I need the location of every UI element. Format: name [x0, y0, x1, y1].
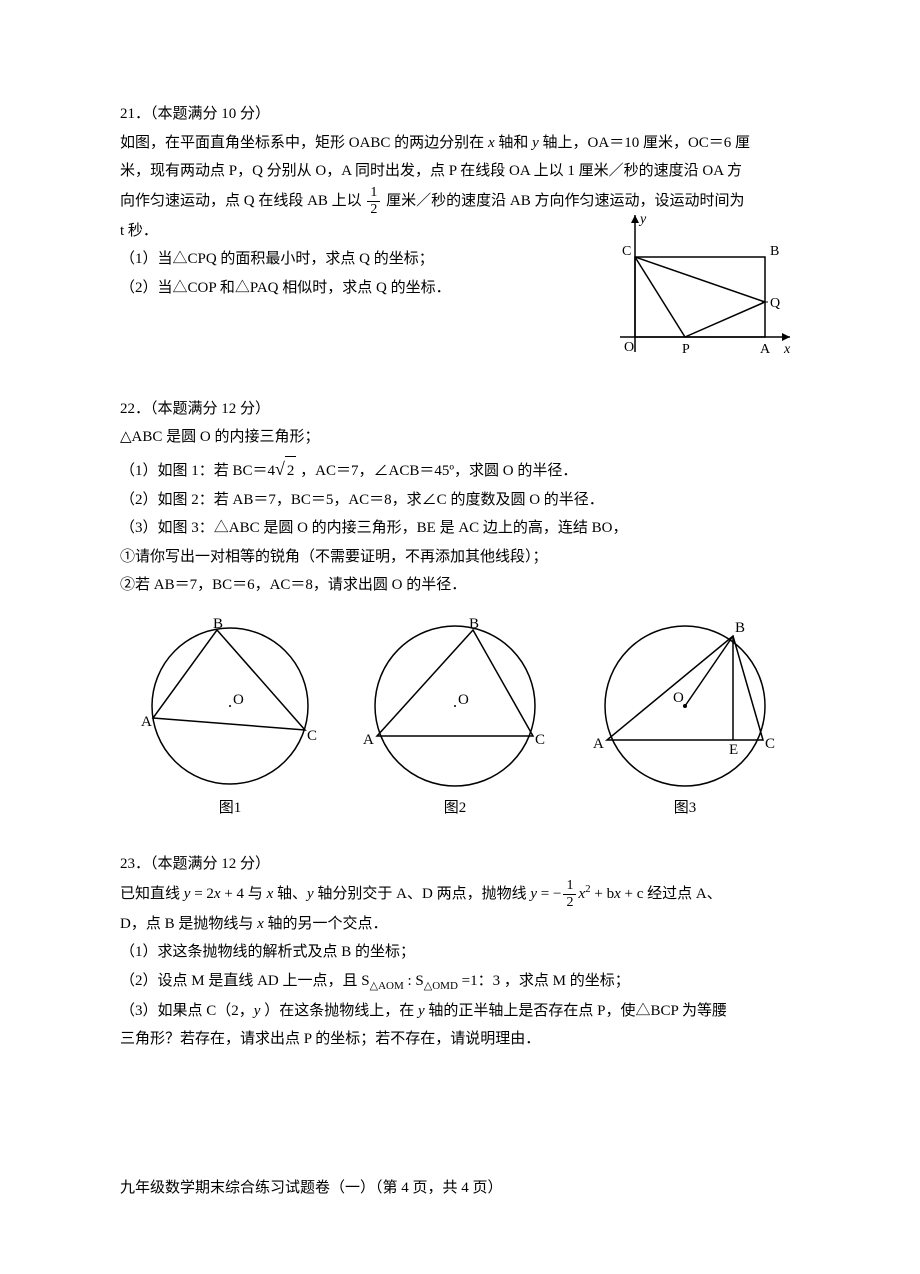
- q22-header: 22．（本题满分 12 分）: [120, 395, 800, 424]
- q22-sub1: （1）如图 1：若 BC＝4 2 ，AC＝7，∠ACB＝45º，求圆 O 的半径．: [120, 452, 800, 486]
- q23-l1c: 轴、: [273, 886, 307, 902]
- lbl-x: x: [783, 342, 791, 357]
- q22-figure-3: A B C O E 图3: [585, 618, 785, 823]
- q23-l2b: 轴的另一个交点．: [264, 916, 388, 932]
- q22-figure-2: A B C O 图2: [355, 618, 555, 823]
- f3-A: A: [593, 736, 604, 752]
- f3-O: O: [673, 690, 684, 706]
- q21-l1-mid: 轴和: [495, 135, 533, 151]
- fig2-svg: A B C O: [355, 618, 555, 788]
- q23-bx-x: x: [614, 886, 621, 902]
- f1-O: O: [233, 692, 244, 708]
- q21-l1-end: 轴上，OA＝10 厘米，OC＝6 厘: [539, 135, 750, 151]
- problem-21: 21．（本题满分 10 分） 如图，在平面直角坐标系中，矩形 OABC 的两边分…: [120, 100, 800, 367]
- fig1-svg: A B C O: [135, 618, 325, 788]
- q22-intro: △ABC 是圆 O 的内接三角形；: [120, 423, 800, 452]
- lbl-B: B: [770, 244, 779, 259]
- q23-l2a: D，点 B 是抛物线与: [120, 916, 257, 932]
- fig2-caption: 图2: [355, 794, 555, 823]
- q21-l3b: 厘米／秒的速度沿 AB 方向作匀速运动，设运动时间为: [382, 192, 744, 208]
- f1-A: A: [141, 714, 152, 730]
- q21-figure: O P A x C B Q y: [610, 207, 800, 367]
- q23-frac-den: 2: [563, 895, 576, 910]
- q22-sub1a: （1）如图 1：若 BC＝4: [120, 463, 275, 479]
- lbl-Q: Q: [770, 296, 780, 311]
- q23-sub3-y2: y: [418, 1003, 425, 1019]
- q21-header: 21．（本题满分 10 分）: [120, 100, 800, 129]
- q23-sub3b: ）在这条抛物线上，在: [260, 1003, 418, 1019]
- q23-line2: D，点 B 是抛物线与 x 轴的另一个交点．: [120, 910, 800, 939]
- lbl-P: P: [682, 342, 690, 357]
- f3-C: C: [765, 736, 775, 752]
- q22-figure-1: A B C O 图1: [135, 618, 325, 823]
- sqrt-2: 2: [275, 452, 296, 486]
- q21-l3a: 向作匀速运动，点 Q 在线段 AB 上以: [120, 192, 365, 208]
- problem-23: 23．（本题满分 12 分） 已知直线 y = 2x + 4 与 x 轴、y 轴…: [120, 850, 800, 1053]
- f3-B: B: [735, 620, 745, 636]
- q23-sub3a: （3）如果点 C（2，: [120, 1003, 254, 1019]
- q23-sub2: （2）设点 M 是直线 AD 上一点，且 S△AOM : S△OMD =1：3 …: [120, 967, 800, 997]
- q21-body-line2: 米，现有两动点 P，Q 分别从 O，A 同时出发，点 P 在线段 OA 上以 1…: [120, 157, 800, 186]
- lbl-O: O: [624, 340, 634, 355]
- q23-frac-half: 12: [563, 879, 576, 910]
- q23-l1-par-eq: = −: [537, 886, 561, 902]
- q23-line1: 已知直线 y = 2x + 4 与 x 轴、y 轴分别交于 A、D 两点，抛物线…: [120, 879, 800, 910]
- fig1-caption: 图1: [135, 794, 325, 823]
- q23-sub-tri1: △AOM: [370, 980, 404, 992]
- q23-sub3-line1: （3）如果点 C（2，y ）在这条抛物线上，在 y 轴的正半轴上是否存在点 P，…: [120, 997, 800, 1026]
- lbl-C: C: [622, 244, 631, 259]
- q23-bx: + b: [591, 886, 614, 902]
- q23-l1d: 轴分别交于 A、D 两点，抛物线: [314, 886, 531, 902]
- fig3-caption: 图3: [585, 794, 785, 823]
- f1-B: B: [213, 618, 223, 632]
- q23-sub2a: （2）设点 M 是直线 AD 上一点，且 S: [120, 973, 370, 989]
- problem-22: 22．（本题满分 12 分） △ABC 是圆 O 的内接三角形； （1）如图 1…: [120, 395, 800, 823]
- lbl-A: A: [760, 342, 771, 357]
- frac-den: 2: [367, 202, 380, 217]
- q23-frac-num: 1: [563, 879, 576, 895]
- q23-sub2b: =1：3 ，求点 M 的坐标；: [458, 973, 630, 989]
- q23-sub2-colon: : S: [404, 973, 424, 989]
- page-footer: 九年级数学期末综合练习试题卷（一）（第 4 页，共 4 页）: [120, 1174, 800, 1203]
- f2-O: O: [458, 692, 469, 708]
- f2-B: B: [469, 618, 479, 632]
- q21-coordinate-svg: O P A x C B Q y: [610, 207, 800, 367]
- q22-sub3-1: ①请你写出一对相等的锐角（不需要证明，不再添加其他线段）；: [120, 543, 800, 572]
- q22-sub3: （3）如图 3：△ABC 是圆 O 的内接三角形，BE 是 AC 边上的高，连结…: [120, 514, 800, 543]
- q23-l1-par-y: y: [530, 886, 537, 902]
- sqrt-radicand: 2: [285, 456, 297, 486]
- f2-A: A: [363, 732, 374, 748]
- q23-l2-x: x: [257, 916, 264, 932]
- q21-body-line1: 如图，在平面直角坐标系中，矩形 OABC 的两边分别在 x 轴和 y 轴上，OA…: [120, 129, 800, 158]
- q21-l1a: 如图，在平面直角坐标系中，矩形 OABC 的两边分别在: [120, 135, 488, 151]
- frac-num: 1: [367, 186, 380, 202]
- q22-sub3-2: ②若 AB＝7，BC＝6，AC＝8，请求出圆 O 的半径．: [120, 571, 800, 600]
- f3-E: E: [729, 742, 738, 758]
- q23-c: + c: [621, 886, 644, 902]
- q23-sub3-line2: 三角形？若存在，请求出点 P 的坐标；若不存在，请说明理由．: [120, 1025, 800, 1054]
- q22-sub1b: ，AC＝7，∠ACB＝45º，求圆 O 的半径．: [296, 463, 577, 479]
- fraction-half: 12: [367, 186, 380, 217]
- q21-l1-y: y: [532, 135, 539, 151]
- q21-l1-x: x: [488, 135, 495, 151]
- fig3-svg: A B C O E: [585, 618, 785, 788]
- q23-l1-yaxis: y: [307, 886, 314, 902]
- q23-header: 23．（本题满分 12 分）: [120, 850, 800, 879]
- q22-figures-row: A B C O 图1 A B C O 图2: [120, 618, 800, 823]
- q23-l1e: 经过点 A、: [643, 886, 721, 902]
- q23-l1-eq: = 2: [190, 886, 213, 902]
- q23-sub-tri2: △OMD: [424, 980, 458, 992]
- q23-l1b: 与: [244, 886, 267, 902]
- f2-C: C: [535, 732, 545, 748]
- q23-sub1: （1）求这条抛物线的解析式及点 B 的坐标；: [120, 938, 800, 967]
- q23-l1a: 已知直线: [120, 886, 184, 902]
- q22-sub2: （2）如图 2：若 AB＝7，BC＝5，AC＝8，求∠C 的度数及圆 O 的半径…: [120, 486, 800, 515]
- q23-sub3c: 轴的正半轴上是否存在点 P，使△BCP 为等腰: [425, 1003, 727, 1019]
- q21-body-line3: 向作匀速运动，点 Q 在线段 AB 上以 12 厘米／秒的速度沿 AB 方向作匀…: [120, 186, 800, 217]
- q23-l1-eq-x: x: [214, 886, 221, 902]
- q23-l1-eq-plus: + 4: [221, 886, 244, 902]
- f1-C: C: [307, 728, 317, 744]
